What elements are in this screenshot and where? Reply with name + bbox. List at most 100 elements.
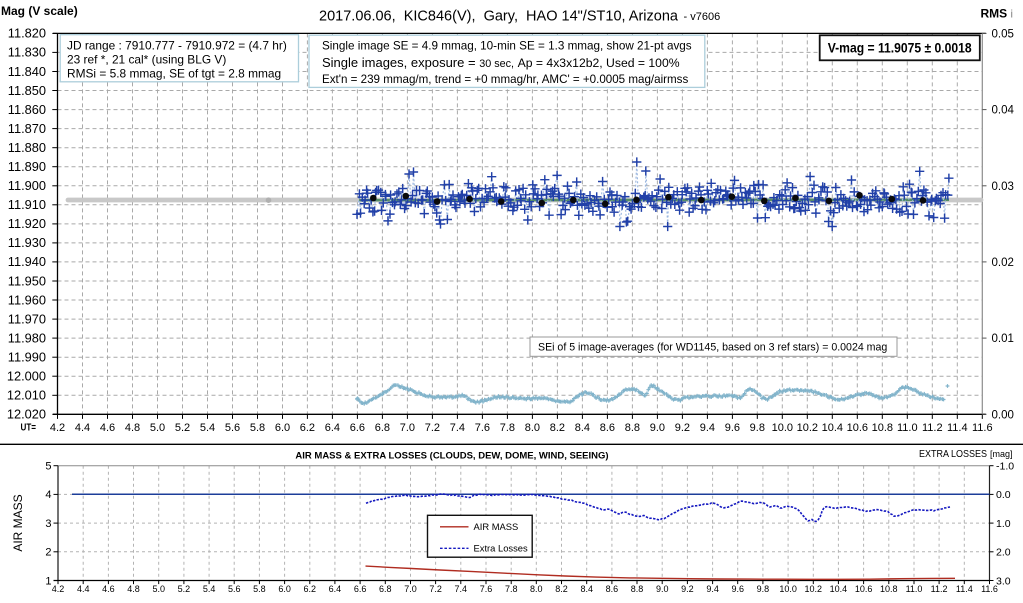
svg-text:7.6: 7.6 — [475, 422, 490, 434]
svg-text:10.8: 10.8 — [880, 584, 898, 594]
svg-text:6.0: 6.0 — [278, 584, 291, 594]
svg-text:3.0: 3.0 — [996, 575, 1011, 587]
svg-text:8.4: 8.4 — [575, 422, 590, 434]
svg-text:6.8: 6.8 — [379, 584, 392, 594]
svg-text:Single image SE = 4.9 mmag, 10: Single image SE = 4.9 mmag, 10-min SE = … — [322, 39, 692, 52]
svg-text:7.8: 7.8 — [500, 422, 515, 434]
svg-text:2017.06.06, KIC846(V), Gary,: 2017.06.06, KIC846(V), Gary, HAO 14"/ST1… — [319, 8, 679, 25]
svg-text:10.4: 10.4 — [830, 584, 848, 594]
svg-text:7.6: 7.6 — [480, 584, 493, 594]
svg-text:8.2: 8.2 — [550, 422, 565, 434]
svg-text:2.0: 2.0 — [996, 547, 1011, 559]
svg-text:0.00: 0.00 — [992, 409, 1014, 421]
svg-text:8.2: 8.2 — [555, 584, 568, 594]
svg-text:11.820: 11.820 — [8, 26, 46, 41]
svg-text:5.0: 5.0 — [150, 422, 165, 434]
svg-text:5.4: 5.4 — [203, 584, 216, 594]
svg-text:6.4: 6.4 — [325, 422, 340, 434]
svg-text:9.8: 9.8 — [750, 422, 765, 434]
svg-text:11.960: 11.960 — [8, 292, 46, 307]
svg-text:5.6: 5.6 — [225, 422, 240, 434]
svg-text:9.4: 9.4 — [706, 584, 719, 594]
svg-text:11.880: 11.880 — [8, 140, 46, 155]
svg-text:5.6: 5.6 — [228, 584, 241, 594]
svg-text:0.01: 0.01 — [992, 333, 1014, 345]
svg-text:4.6: 4.6 — [100, 422, 115, 434]
svg-text:10.2: 10.2 — [805, 584, 823, 594]
svg-text:[mag]: [mag] — [990, 449, 1013, 459]
svg-text:4.4: 4.4 — [75, 422, 90, 434]
svg-text:4.8: 4.8 — [125, 422, 140, 434]
svg-text:EXTRA LOSSES: EXTRA LOSSES — [919, 448, 987, 460]
svg-text:6.4: 6.4 — [329, 584, 342, 594]
svg-text:4.2: 4.2 — [50, 422, 65, 434]
svg-text:0.04: 0.04 — [992, 105, 1015, 117]
svg-text:7.2: 7.2 — [429, 584, 442, 594]
svg-text:10.0: 10.0 — [779, 584, 797, 594]
svg-text:6.8: 6.8 — [375, 422, 390, 434]
svg-text:5.2: 5.2 — [178, 584, 191, 594]
svg-text:11.830: 11.830 — [8, 45, 46, 60]
svg-text:V-mag = 11.9075 ± 0.0018: V-mag = 11.9075 ± 0.0018 — [828, 41, 972, 56]
svg-text:6.0: 6.0 — [275, 422, 290, 434]
svg-text:SEi of 5 image-averages (for W: SEi of 5 image-averages (for WD1145, bas… — [538, 342, 887, 354]
svg-text:10.0: 10.0 — [772, 422, 793, 434]
svg-text:11.970: 11.970 — [8, 311, 46, 326]
svg-text:23 ref *, 21 cal* (using BLG V: 23 ref *, 21 cal* (using BLG V) — [67, 52, 226, 66]
svg-text:4.6: 4.6 — [102, 584, 115, 594]
svg-text:11.2: 11.2 — [931, 584, 948, 594]
svg-text:1.0: 1.0 — [996, 518, 1011, 530]
svg-text:11.840: 11.840 — [8, 64, 46, 79]
svg-text:i: i — [1011, 8, 1013, 20]
svg-text:11.2: 11.2 — [922, 422, 943, 434]
svg-text:11.890: 11.890 — [8, 159, 46, 174]
svg-text:10.2: 10.2 — [797, 422, 818, 434]
svg-text:12.000: 12.000 — [7, 369, 46, 384]
svg-text:-1.0: -1.0 — [996, 461, 1014, 473]
svg-text:Ext'n = 239 mmag/m, trend = +0: Ext'n = 239 mmag/m, trend = +0 mmag/hr, … — [322, 73, 688, 86]
svg-text:11.0: 11.0 — [906, 584, 923, 594]
svg-text:7.0: 7.0 — [400, 422, 415, 434]
svg-text:10.8: 10.8 — [872, 422, 893, 434]
svg-text:Single images, exposure = 30 s: Single images, exposure = 30 sec, Ap = 4… — [322, 55, 680, 70]
svg-text:7.4: 7.4 — [450, 422, 465, 434]
svg-text:11.4: 11.4 — [956, 584, 973, 594]
svg-text:9.6: 9.6 — [731, 584, 744, 594]
svg-text:Mag (V scale): Mag (V scale) — [1, 4, 78, 18]
svg-text:RMS: RMS — [981, 6, 1008, 20]
svg-text:4.2: 4.2 — [52, 584, 65, 594]
svg-text:5: 5 — [45, 461, 51, 473]
svg-text:6.6: 6.6 — [354, 584, 367, 594]
svg-text:11.860: 11.860 — [8, 102, 46, 117]
svg-text:11.920: 11.920 — [8, 216, 46, 231]
svg-text:8.8: 8.8 — [625, 422, 640, 434]
svg-text:11.850: 11.850 — [8, 83, 46, 98]
svg-text:11.910: 11.910 — [8, 197, 46, 212]
svg-text:4.8: 4.8 — [127, 584, 140, 594]
svg-text:11.900: 11.900 — [8, 178, 46, 193]
svg-text:11.870: 11.870 — [8, 121, 46, 136]
svg-text:11.4: 11.4 — [947, 422, 968, 434]
svg-text:4.4: 4.4 — [77, 584, 90, 594]
svg-text:1: 1 — [45, 575, 51, 587]
svg-text:11.6: 11.6 — [972, 422, 993, 434]
svg-text:6.6: 6.6 — [350, 422, 365, 434]
svg-text:4: 4 — [45, 489, 51, 501]
svg-text:11.0: 11.0 — [897, 422, 918, 434]
svg-text:9.8: 9.8 — [757, 584, 770, 594]
svg-text:AIR MASS: AIR MASS — [11, 494, 25, 551]
svg-text:7.0: 7.0 — [404, 584, 417, 594]
svg-text:Extra Losses: Extra Losses — [474, 543, 529, 554]
svg-text:11.990: 11.990 — [8, 350, 46, 365]
svg-text:6.2: 6.2 — [300, 422, 315, 434]
svg-text:RMSi = 5.8 mmag, SE of tgt = 2: RMSi = 5.8 mmag, SE of tgt = 2.8 mmag — [67, 66, 281, 80]
svg-text:8.4: 8.4 — [580, 584, 593, 594]
svg-text:UT=: UT= — [21, 423, 37, 434]
svg-text:9.6: 9.6 — [725, 422, 740, 434]
svg-text:11.950: 11.950 — [8, 273, 46, 288]
svg-text:8.8: 8.8 — [631, 584, 644, 594]
svg-text:8.0: 8.0 — [530, 584, 543, 594]
svg-text:9.0: 9.0 — [650, 422, 665, 434]
svg-text:9.2: 9.2 — [675, 422, 690, 434]
svg-text:10.6: 10.6 — [847, 422, 868, 434]
